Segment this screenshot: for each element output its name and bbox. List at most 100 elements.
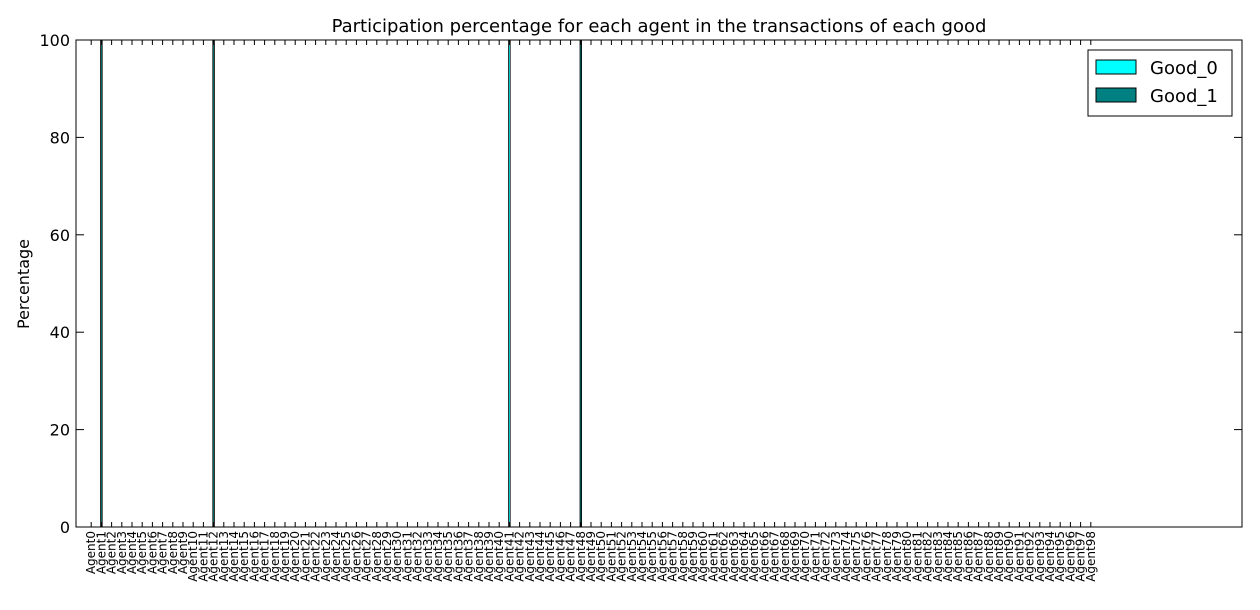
x-tick-label: Agent13 [217,531,231,582]
x-tick-label: Agent19 [278,531,292,582]
x-tick-label: Agent78 [880,531,894,582]
x-tick-label: Agent76 [859,531,873,582]
x-tick-label: Agent26 [349,531,363,582]
bar-Good_0-Agent41 [508,39,511,528]
chart-title: Participation percentage for each agent … [332,16,987,37]
x-tick-label: Agent34 [431,531,445,582]
x-tick-label: Agent21 [298,531,312,582]
x-tick-label: Agent75 [849,531,863,582]
x-tick-label: Agent57 [666,531,680,582]
x-tick-label: Agent39 [482,531,496,582]
x-tick-label: Agent56 [655,531,669,582]
x-tick-label: Agent44 [533,531,547,582]
x-tick-label: Agent67 [768,531,782,582]
x-tick-label: Agent58 [676,531,690,582]
x-tick-label: Agent22 [309,531,323,582]
bar-Good_1-Agent48 [579,39,583,528]
x-tick-label: Agent74 [839,531,853,582]
x-tick-label: Agent61 [706,531,720,582]
legend-swatch-Good_1 [1095,87,1137,103]
x-tick-label: Agent45 [543,531,557,582]
x-tick-label: Agent16 [247,531,261,582]
bars-group [100,39,583,528]
x-tick-label: Agent43 [523,531,537,582]
x-tick-label: Agent90 [1002,531,1016,582]
y-ticks-group: 0 20 40 60 80 100 [39,31,1242,537]
x-tick-label: Agent71 [808,531,822,582]
x-tick-label: Agent2 [105,531,119,574]
x-tick-label: Agent91 [1012,531,1026,582]
x-tick-label: Agent30 [390,531,404,582]
x-tick-label: Agent50 [594,531,608,582]
plot-area-frame [75,39,1243,528]
x-tick-label: Agent23 [319,531,333,582]
x-tick-label: Agent17 [258,531,272,582]
x-tick-label: Agent41 [502,531,516,582]
x-tick-label: Agent65 [747,531,761,582]
x-tick-label: Agent27 [360,531,374,582]
x-tick-label: Agent40 [492,531,506,582]
x-tick-label: Agent9 [176,531,190,574]
x-tick-label: Agent92 [1023,531,1037,582]
x-tick-label: Agent86 [961,531,975,582]
legend-label-Good_0: Good_0 [1150,58,1218,79]
x-tick-label: Agent4 [125,531,139,574]
x-tick-label: Agent70 [798,531,812,582]
x-tick-label: Agent3 [115,531,129,574]
x-tick-label: Agent33 [421,531,435,582]
x-tick-label: Agent59 [686,531,700,582]
x-tick-label: Agent73 [829,531,843,582]
x-tick-label: Agent24 [329,531,343,582]
y-tick-label: 60 [50,226,70,245]
x-tick-label: Agent46 [553,531,567,582]
x-tick-label: Agent82 [921,531,935,582]
x-tick-label: Agent14 [227,531,241,582]
x-tick-label: Agent32 [411,531,425,582]
x-tick-label: Agent64 [737,531,751,582]
x-tick-label: Agent51 [604,531,618,582]
legend-label-Good_1: Good_1 [1150,86,1218,107]
x-tick-label: Agent79 [890,531,904,582]
x-tick-label: Agent20 [288,531,302,582]
x-tick-label: Agent49 [584,531,598,582]
x-tick-label: Agent7 [156,531,170,574]
x-tick-label: Agent52 [615,531,629,582]
x-tick-label: Agent96 [1063,531,1077,582]
x-tick-label: Agent11 [196,531,210,582]
y-tick-label: 80 [50,128,70,147]
y-tick-label: 100 [39,31,70,50]
x-tick-label: Agent42 [513,531,527,582]
x-tick-label: Agent89 [992,531,1006,582]
x-tick-label: Agent18 [268,531,282,582]
x-tick-label: Agent85 [951,531,965,582]
x-tick-label: Agent55 [645,531,659,582]
y-tick-label: 40 [50,323,70,342]
x-tick-label: Agent84 [941,531,955,582]
x-tick-label: Agent5 [135,531,149,574]
x-tick-label: Agent53 [625,531,639,582]
x-tick-label: Agent1 [94,531,108,574]
x-tick-label: Agent88 [982,531,996,582]
x-tick-label: Agent68 [778,531,792,582]
x-tick-label: Agent36 [451,531,465,582]
x-tick-label: Agent69 [788,531,802,582]
x-tick-label: Agent54 [635,531,649,582]
x-tick-label: Agent48 [574,531,588,582]
x-tick-label: Agent38 [472,531,486,582]
x-tick-label: Agent35 [441,531,455,582]
legend: Good_0 Good_1 [1087,49,1233,117]
x-tick-label: Agent0 [84,531,98,574]
x-tick-label: Agent87 [972,531,986,582]
x-tick-label: Agent98 [1084,531,1098,582]
y-tick-label: 0 [60,518,70,537]
x-tick-label: Agent93 [1033,531,1047,582]
x-tick-label: Agent47 [564,531,578,582]
bar-Good_1-Agent1 [100,39,103,528]
legend-swatch-Good_0 [1095,59,1137,75]
y-axis-label: Percentage [14,239,33,329]
x-tick-label: Agent37 [462,531,476,582]
x-tick-label: Agent62 [717,531,731,582]
x-tick-label: Agent31 [400,531,414,582]
